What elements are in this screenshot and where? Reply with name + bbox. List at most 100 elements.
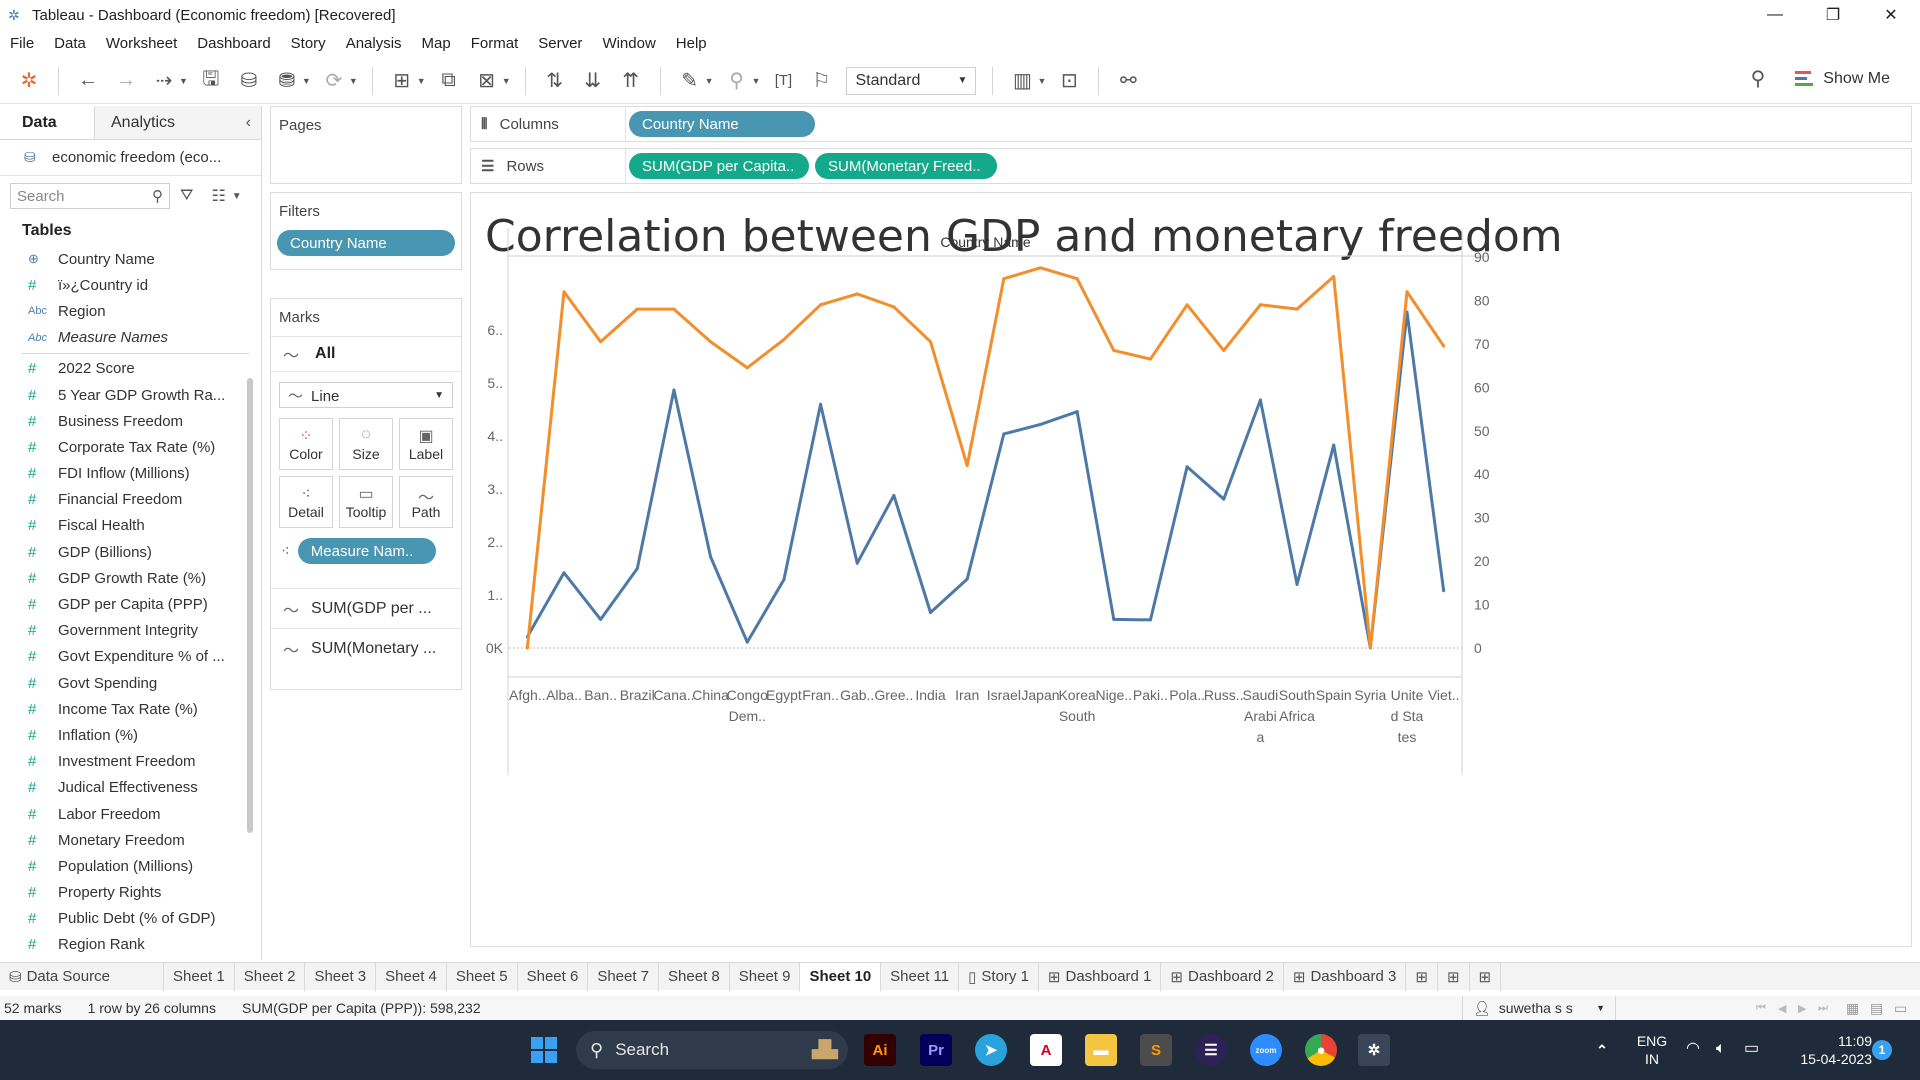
clock[interactable]: 11:09 15-04-2023 [1782, 1032, 1872, 1068]
tooltip-button[interactable]: ▭ Tooltip [339, 476, 393, 528]
sheet-tab[interactable]: ⊞ Dashboard 2 [1161, 962, 1284, 991]
sheet-tab[interactable]: ⊞ Dashboard 1 [1039, 962, 1162, 991]
field-item[interactable]: # Population (Millions) [0, 853, 261, 879]
pause-updates-icon[interactable]: ⛃ [278, 70, 296, 92]
close-icon[interactable]: ✕ [1884, 7, 1898, 24]
show-cards-icon[interactable]: ▥ [1013, 70, 1032, 92]
sheet-tab[interactable]: Sheet 1 [164, 962, 235, 991]
field-item[interactable]: # ï»¿Country id [0, 272, 261, 298]
sheet-tab[interactable]: Sheet 10 [800, 962, 882, 991]
detail-button[interactable]: ⁖ Detail [279, 476, 333, 528]
fit-select[interactable]: Standard ▼ [846, 66, 977, 95]
chevron-up-icon[interactable]: ⌃ [1596, 1041, 1608, 1058]
taskbar-search[interactable]: ⚲ Search ▟▙ [576, 1031, 848, 1069]
field-item[interactable]: # Judical Effectiveness [0, 775, 261, 801]
restore-icon[interactable]: ❐ [1825, 7, 1841, 24]
tableau-taskbar-icon[interactable]: ✲ [1358, 1034, 1390, 1066]
sheet-sorter-icon[interactable]: ▦ [1846, 999, 1860, 1016]
highlight-icon[interactable]: ✎ [681, 70, 698, 92]
notification-badge[interactable]: 1 [1872, 1040, 1892, 1060]
sheet-tab[interactable]: ⊞ Dashboard 3 [1284, 962, 1407, 991]
field-item[interactable]: # Monetary Freedom [0, 827, 261, 853]
wifi-icon[interactable]: ◠ [1686, 1040, 1700, 1057]
file-explorer-icon[interactable]: ▬ [1085, 1034, 1117, 1066]
field-item[interactable]: # GDP per Capita (PPP) [0, 591, 261, 617]
mark-type-select[interactable]: 〜 Line ▼ [279, 382, 453, 408]
group-members-icon[interactable]: ⚲ [729, 70, 744, 92]
replay-icon[interactable]: ⇢ [155, 70, 173, 92]
color-button[interactable]: ⁘ Color [279, 418, 333, 470]
minimize-icon[interactable]: — [1767, 6, 1783, 23]
field-item[interactable]: #5 Year GDP Growth Ra... [0, 382, 261, 408]
prev-sheet-icon[interactable]: ◀ [1778, 1002, 1787, 1015]
last-sheet-icon[interactable]: ⏭ [1818, 1001, 1828, 1014]
sheet-tab[interactable]: Sheet 4 [376, 962, 447, 991]
rows-pill-gdp[interactable]: SUM(GDP per Capita.. [629, 153, 809, 179]
view-options-icon[interactable]: ☷ [211, 188, 226, 205]
sheet-tab[interactable]: Sheet 8 [659, 962, 730, 991]
new-worksheet-icon[interactable]: ⊞ [1406, 962, 1438, 991]
search-input[interactable]: Search ⚲ [10, 183, 170, 209]
language-indicator[interactable]: ENG IN [1636, 1032, 1668, 1068]
new-datasource-icon[interactable]: ⛁ [240, 70, 258, 92]
redo-icon[interactable]: → [116, 69, 136, 91]
tabs-view-icon[interactable]: ▭ [1894, 999, 1908, 1016]
measure-names-pill[interactable]: Measure Nam.. [297, 538, 436, 564]
chevron-down-icon[interactable]: ▼ [1037, 75, 1047, 86]
marks-all-row[interactable]: 〜 All [271, 336, 461, 372]
menu-data[interactable]: Data [54, 34, 86, 52]
swap-rows-columns-icon[interactable]: ⇅ [546, 70, 563, 92]
menu-map[interactable]: Map [421, 34, 451, 52]
battery-icon[interactable]: ▭ [1744, 1040, 1760, 1057]
path-button[interactable]: 〜 Path [399, 476, 453, 528]
label-button[interactable]: ▣ Label [399, 418, 453, 470]
field-item[interactable]: # Financial Freedom [0, 487, 261, 513]
field-item[interactable]: #2022 Score [0, 356, 261, 382]
menu-worksheet[interactable]: Worksheet [105, 34, 178, 52]
chevron-down-icon[interactable]: ▼ [348, 75, 358, 86]
share-icon[interactable]: ⚯ [1119, 70, 1137, 92]
field-item[interactable]: # Corporate Tax Rate (%) [0, 434, 261, 460]
menu-file[interactable]: File [10, 34, 35, 52]
field-item[interactable]: # Property Rights [0, 880, 261, 906]
eclipse-icon[interactable]: ☰ [1195, 1034, 1227, 1066]
sheet-tab[interactable]: Sheet 9 [730, 962, 801, 991]
sheet-tab[interactable]: Sheet 6 [518, 962, 589, 991]
presentation-mode-icon[interactable]: ⊡ [1060, 70, 1078, 92]
menu-analysis[interactable]: Analysis [345, 34, 402, 52]
volume-icon[interactable]: 🔈︎ [1716, 1040, 1726, 1057]
sheet-tab[interactable]: Sheet 7 [588, 962, 660, 991]
sublime-icon[interactable]: S [1140, 1034, 1172, 1066]
sheet-tab[interactable]: Sheet 11 [881, 962, 960, 991]
field-item[interactable]: # Labor Freedom [0, 801, 261, 827]
new-dashboard-icon[interactable]: ⊞ [1438, 962, 1470, 991]
undo-icon[interactable]: ← [78, 69, 98, 91]
save-icon[interactable]: 🖫 [202, 67, 220, 90]
sheet-tab[interactable]: Sheet 3 [305, 962, 377, 991]
fix-axes-icon[interactable]: ⚐ [812, 70, 831, 92]
collapse-pane-icon[interactable]: ‹ [245, 113, 251, 131]
show-me-button[interactable]: ⚲ Show Me [1751, 66, 1890, 91]
datasource-item[interactable]: ⛁ economic freedom (eco... [0, 140, 261, 176]
filter-icon[interactable]: ⛛ [180, 187, 194, 204]
field-list-scrollbar[interactable] [247, 378, 253, 833]
menu-format[interactable]: Format [470, 34, 519, 52]
columns-pill-country-name[interactable]: Country Name [629, 111, 815, 137]
field-item[interactable]: # Investment Freedom [0, 749, 261, 775]
tableau-home-icon[interactable]: ✲ [20, 70, 38, 92]
new-story-icon[interactable]: ⊞ [1470, 962, 1502, 991]
field-item[interactable]: # GDP (Billions) [0, 539, 261, 565]
filmstrip-icon[interactable]: ▤ [1870, 999, 1884, 1016]
field-item[interactable]: # Fiscal Health [0, 513, 261, 539]
chevron-down-icon[interactable]: ▼ [501, 75, 511, 86]
acrobat-icon[interactable]: A [1030, 1034, 1062, 1066]
field-item[interactable]: # Business Freedom [0, 408, 261, 434]
field-item[interactable]: # GDP Growth Rate (%) [0, 565, 261, 591]
menu-story[interactable]: Story [290, 34, 326, 52]
field-item[interactable]: # Public Debt (% of GDP) [0, 906, 261, 932]
chevron-down-icon[interactable]: ▼ [704, 75, 714, 86]
rows-pill-monetary[interactable]: SUM(Monetary Freed.. [815, 153, 997, 179]
next-sheet-icon[interactable]: ▶ [1798, 1002, 1807, 1015]
user-menu[interactable]: 👤︎ suwetha s s ▼ [1462, 996, 1616, 1020]
chevron-down-icon[interactable]: ▼ [416, 75, 426, 86]
